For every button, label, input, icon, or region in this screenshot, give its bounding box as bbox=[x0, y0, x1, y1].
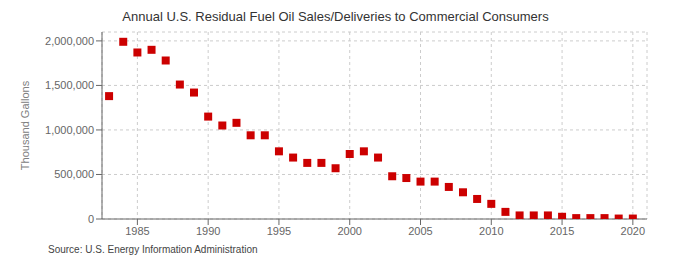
svg-text:1995: 1995 bbox=[267, 225, 291, 237]
svg-text:0: 0 bbox=[88, 213, 94, 225]
svg-text:2,000,000: 2,000,000 bbox=[45, 35, 94, 47]
svg-text:1,000,000: 1,000,000 bbox=[45, 124, 94, 136]
html-text:Source: U.S. Energy Informatio: Source: U.S. Energy Information Administ… bbox=[48, 244, 258, 255]
svg-text:2020: 2020 bbox=[621, 225, 645, 237]
svg-text:1990: 1990 bbox=[196, 225, 220, 237]
svg-text:2010: 2010 bbox=[479, 225, 503, 237]
html-text:Annual U.S. Residual Fuel Oil: Annual U.S. Residual Fuel Oil Sales/Deli… bbox=[122, 9, 549, 24]
svg-text:500,000: 500,000 bbox=[54, 168, 94, 180]
svg-text:1,500,000: 1,500,000 bbox=[45, 79, 94, 91]
svg-text:Thousand Gallons: Thousand Gallons bbox=[19, 80, 31, 170]
svg-text:1985: 1985 bbox=[125, 225, 149, 237]
svg-text:2015: 2015 bbox=[550, 225, 574, 237]
svg-text:2005: 2005 bbox=[408, 225, 432, 237]
svg-text:2000: 2000 bbox=[337, 225, 361, 237]
